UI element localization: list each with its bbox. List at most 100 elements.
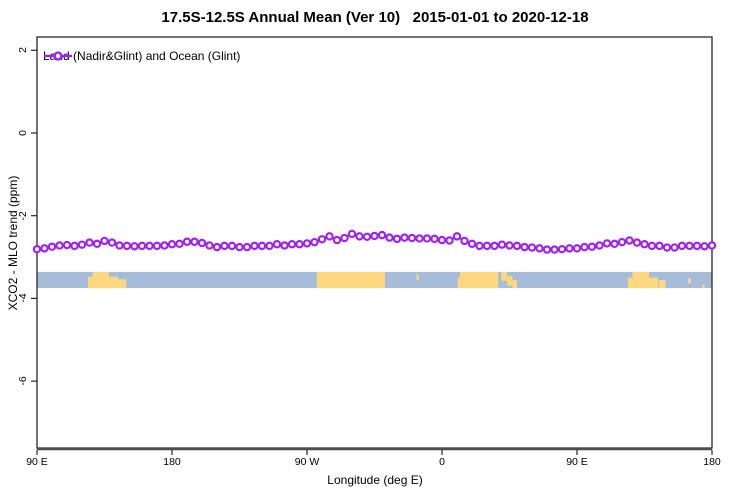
data-point[interactable] <box>535 244 544 253</box>
data-point[interactable] <box>77 240 87 249</box>
data-point[interactable] <box>662 243 672 252</box>
data-point[interactable] <box>557 244 567 254</box>
x-tick-label: 90 W <box>294 456 320 468</box>
land-patch <box>501 271 508 281</box>
data-point[interactable] <box>62 240 72 250</box>
data-point[interactable] <box>70 241 79 251</box>
data-point[interactable] <box>422 234 432 243</box>
data-point[interactable] <box>100 236 109 246</box>
data-point[interactable] <box>227 241 237 251</box>
data-point[interactable] <box>647 241 657 251</box>
data-point[interactable] <box>47 242 57 251</box>
data-point[interactable] <box>572 244 582 253</box>
data-point[interactable] <box>707 241 717 250</box>
data-point[interactable] <box>242 242 252 252</box>
data-point[interactable] <box>122 241 132 251</box>
land-patch <box>688 278 691 284</box>
data-point[interactable] <box>527 243 537 252</box>
data-point[interactable] <box>700 242 709 251</box>
data-point[interactable] <box>250 241 259 251</box>
data-point[interactable] <box>325 232 334 241</box>
data-point[interactable] <box>130 242 139 251</box>
data-point[interactable] <box>347 229 357 239</box>
data-point[interactable] <box>370 231 379 241</box>
data-point[interactable] <box>565 244 574 253</box>
y-tick-label: 2 <box>17 47 29 54</box>
data-point[interactable] <box>617 237 627 247</box>
data-point[interactable] <box>482 241 492 251</box>
data-point[interactable] <box>40 244 49 253</box>
data-point[interactable] <box>85 238 94 247</box>
data-point[interactable] <box>235 242 244 252</box>
data-point[interactable] <box>400 233 409 242</box>
data-point[interactable] <box>595 241 604 250</box>
data-point[interactable] <box>340 233 349 243</box>
data-point[interactable] <box>625 236 634 245</box>
data-point[interactable] <box>685 241 694 251</box>
data-point[interactable] <box>362 232 372 241</box>
data-point[interactable] <box>587 242 597 251</box>
data-point[interactable] <box>602 239 612 248</box>
data-point[interactable] <box>490 241 499 251</box>
data-point[interactable] <box>460 236 469 246</box>
data-point[interactable] <box>430 234 439 244</box>
data-point[interactable] <box>115 241 124 250</box>
data-point[interactable] <box>677 241 687 251</box>
data-point[interactable] <box>392 234 402 244</box>
data-point[interactable] <box>190 237 199 246</box>
land-patch <box>512 279 517 289</box>
data-point[interactable] <box>445 236 454 245</box>
data-point[interactable] <box>407 233 417 243</box>
data-point[interactable] <box>505 241 514 250</box>
data-point[interactable] <box>610 239 619 249</box>
data-point[interactable] <box>385 233 394 242</box>
data-point[interactable] <box>520 242 529 252</box>
data-point[interactable] <box>205 241 214 250</box>
data-point[interactable] <box>542 245 552 254</box>
data-point[interactable] <box>32 244 42 254</box>
data-point[interactable] <box>55 241 64 250</box>
data-point[interactable] <box>160 241 169 250</box>
data-point[interactable] <box>415 234 424 243</box>
data-point[interactable] <box>220 241 229 251</box>
data-point[interactable] <box>355 232 364 241</box>
data-point[interactable] <box>655 241 664 251</box>
data-point[interactable] <box>332 235 342 245</box>
data-point[interactable] <box>287 240 297 249</box>
data-point[interactable] <box>467 239 477 249</box>
data-point[interactable] <box>580 242 589 252</box>
data-point[interactable] <box>692 241 702 251</box>
land-patch <box>507 275 513 286</box>
data-point[interactable] <box>377 230 387 240</box>
data-point[interactable] <box>475 241 484 251</box>
data-point[interactable] <box>512 241 522 251</box>
data-point[interactable] <box>167 240 177 249</box>
data-point[interactable] <box>310 237 319 247</box>
data-point[interactable] <box>302 239 312 248</box>
legend: Land (Nadir&Glint) and Ocean (Glint) <box>43 49 240 63</box>
data-point[interactable] <box>107 238 117 247</box>
data-point[interactable] <box>640 240 649 249</box>
data-point[interactable] <box>197 238 207 248</box>
data-point[interactable] <box>497 240 507 249</box>
data-point[interactable] <box>295 240 304 249</box>
data-point[interactable] <box>137 241 147 251</box>
data-point[interactable] <box>437 235 447 245</box>
data-point[interactable] <box>265 241 274 251</box>
data-point[interactable] <box>632 238 642 247</box>
data-point[interactable] <box>452 232 462 241</box>
data-point[interactable] <box>182 237 192 246</box>
data-point[interactable] <box>212 242 222 252</box>
data-point[interactable] <box>145 241 154 251</box>
data-point[interactable] <box>175 239 184 249</box>
data-point[interactable] <box>280 241 289 250</box>
data-point[interactable] <box>257 241 267 251</box>
data-point[interactable] <box>92 239 102 249</box>
data-point[interactable] <box>550 245 559 254</box>
land-patch <box>460 271 499 289</box>
data-point[interactable] <box>152 241 162 251</box>
data-point[interactable] <box>272 240 282 249</box>
data-point[interactable] <box>670 243 679 252</box>
data-point[interactable] <box>317 235 327 244</box>
